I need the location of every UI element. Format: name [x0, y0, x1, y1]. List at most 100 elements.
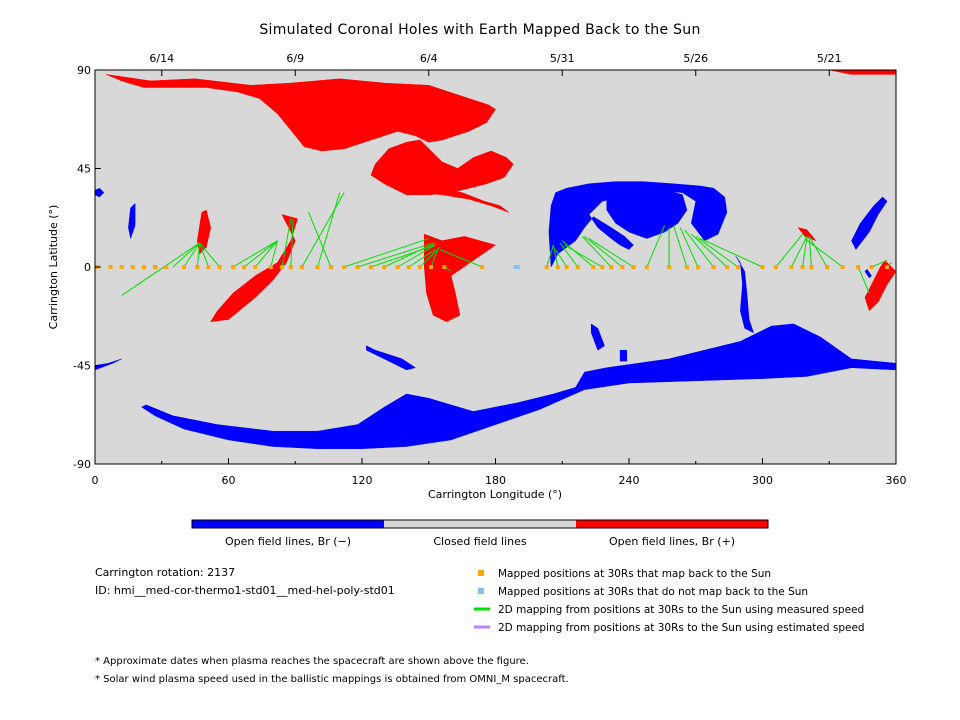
- mapped-point: [591, 265, 596, 269]
- mapped-point: [288, 265, 293, 269]
- mapped-point: [800, 265, 805, 269]
- measured-mapping-line: [584, 235, 623, 268]
- coronal-hole-positive: [424, 233, 497, 322]
- mapped-point: [736, 265, 741, 269]
- x-tick-label: 300: [752, 474, 773, 487]
- note-dates: * Approximate dates when plasma reaches …: [95, 656, 529, 667]
- colorbar-label: Closed field lines: [433, 535, 527, 548]
- date-tick-label: 5/26: [683, 52, 708, 65]
- measured-mapping-line: [790, 236, 808, 268]
- mapped-point: [368, 265, 373, 269]
- colorbar-label: Open field lines, Br (+): [609, 535, 735, 548]
- mapped-point: [555, 265, 560, 269]
- mapped-point: [684, 265, 689, 269]
- mapped-point: [130, 265, 135, 269]
- mapped-point: [268, 265, 273, 269]
- mapped-point: [119, 265, 124, 269]
- measured-mapping-line: [775, 233, 803, 268]
- legend-label: Mapped positions at 30Rs that do not map…: [498, 586, 808, 598]
- measured-mapping-line: [172, 242, 200, 268]
- mapped-point: [711, 265, 716, 269]
- coronal-hole-positive: [864, 260, 897, 312]
- mapped-point: [382, 265, 387, 269]
- y-tick-label: -90: [73, 458, 91, 471]
- mapped-point: [253, 265, 258, 269]
- measured-mapping-line: [804, 238, 843, 268]
- measured-mapping-line: [673, 225, 688, 268]
- y-tick-label: 0: [84, 261, 91, 274]
- mapped-point: [395, 265, 400, 269]
- mapped-point: [108, 265, 113, 269]
- date-tick-label: 6/9: [286, 52, 304, 65]
- measured-mapping-line: [419, 246, 441, 268]
- x-tick-label: 120: [352, 474, 373, 487]
- colorbar-segment: [576, 520, 768, 528]
- legend: Mapped positions at 30Rs that map back t…: [474, 568, 865, 634]
- model-id: ID: hmi__med-cor-thermo1-std01__med-hel-…: [95, 584, 395, 597]
- y-tick-label: -45: [73, 360, 91, 373]
- mapped-point: [609, 265, 614, 269]
- coronal-hole-negative: [864, 268, 872, 279]
- measured-mapping-line: [559, 242, 579, 268]
- measured-mapping-line: [370, 244, 436, 268]
- measured-mapping-line: [564, 244, 603, 268]
- measured-mapping-line: [684, 229, 714, 268]
- x-tick-label: 240: [619, 474, 640, 487]
- colorbar: Open field lines, Br (−) Closed field lin…: [191, 519, 769, 548]
- x-axis-label: Carrington Longitude (°): [428, 488, 562, 501]
- mapped-point: [869, 265, 874, 269]
- measured-mapping-line: [588, 238, 634, 268]
- axes: 0 60 120 180 240 300 360 90 45 0 -45 -90 6/14 6/9 6/4 5…: [73, 52, 906, 487]
- measured-mapping-line: [301, 192, 345, 268]
- mapped-point: [600, 265, 605, 269]
- coronal-hole-positive: [379, 179, 510, 213]
- measured-mapping-line: [546, 244, 554, 268]
- measured-mapping-line: [430, 249, 439, 268]
- mapped-point: [315, 265, 320, 269]
- legend-label: Mapped positions at 30Rs that map back t…: [498, 568, 771, 580]
- coronal-hole-negative: [851, 196, 888, 250]
- colorbar-segment: [192, 520, 384, 528]
- legend-marker: [478, 570, 484, 576]
- measured-mapping-line: [183, 242, 200, 268]
- coronal-hole-negative: [590, 323, 605, 351]
- coronal-hole-negative: [366, 345, 417, 371]
- date-tick-label: 5/21: [817, 52, 842, 65]
- coronal-hole-negative: [128, 202, 136, 240]
- coronal-hole-negative: [735, 255, 755, 334]
- x-tick-label: 60: [222, 474, 236, 487]
- measured-mapping-line: [555, 249, 568, 268]
- mapped-point: [620, 265, 625, 269]
- measured-mapping-line: [121, 242, 200, 296]
- mapped-point: [242, 265, 247, 269]
- measured-mapping-line: [254, 240, 278, 268]
- mapped-point: [667, 265, 672, 269]
- mapped-point: [299, 265, 304, 269]
- measured-mapping-line: [871, 259, 888, 268]
- measured-mapping-line: [808, 236, 812, 268]
- mapped-point: [885, 265, 890, 269]
- measured-mapping-line: [308, 212, 332, 268]
- measured-mapping-line: [699, 238, 763, 268]
- mapped-point: [856, 265, 861, 269]
- mapped-point: [195, 265, 200, 269]
- mapped-point: [480, 265, 485, 269]
- coronal-hole-negative: [619, 349, 628, 362]
- unmapped-point: [513, 265, 518, 269]
- unmapped-point: [515, 265, 520, 269]
- mapped-point: [164, 265, 169, 269]
- y-axis-label: Carrington Latitude (°): [47, 205, 60, 330]
- mapped-point: [355, 265, 360, 269]
- date-tick-label: 6/4: [420, 52, 438, 65]
- y-tick-label: 90: [77, 64, 91, 77]
- mapped-points: [95, 265, 890, 269]
- measured-mapping-line: [384, 242, 436, 268]
- y-tick-label: 45: [77, 163, 91, 176]
- colorbar-label: Open field lines, Br (−): [225, 535, 351, 548]
- measured-mapping-line: [317, 192, 341, 268]
- measured-mapping-line: [695, 235, 739, 268]
- mapped-point: [141, 265, 146, 269]
- coronal-hole-positive: [197, 209, 211, 255]
- coronal-hole-positive: [106, 74, 496, 152]
- x-tick-label: 360: [886, 474, 907, 487]
